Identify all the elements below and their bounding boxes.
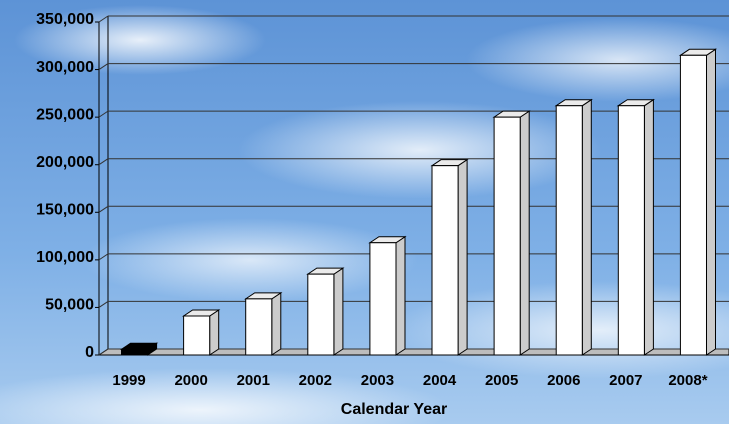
bar-side xyxy=(271,291,282,356)
x-tick-label: 2005 xyxy=(485,372,518,389)
y-tick-label: 250,000 xyxy=(36,106,94,123)
bar xyxy=(369,242,397,356)
x-tick-label: 2000 xyxy=(174,372,207,389)
bar-side xyxy=(209,309,220,356)
grid-line-diagonal xyxy=(98,205,109,213)
bar-side xyxy=(643,98,654,356)
x-tick-label: 2002 xyxy=(299,372,332,389)
grid-line-diagonal xyxy=(98,253,109,261)
bar xyxy=(245,298,273,356)
x-tick-label: 2004 xyxy=(423,372,457,389)
bar xyxy=(617,105,645,356)
x-tick-label: 2008* xyxy=(668,372,707,389)
bar-side xyxy=(333,267,344,356)
bar xyxy=(307,273,335,356)
bar xyxy=(121,348,149,356)
x-axis-title: Calendar Year xyxy=(341,401,447,418)
grid-line-diagonal xyxy=(98,301,109,308)
x-tick-label: 2001 xyxy=(237,372,270,389)
x-tick-label: 2007 xyxy=(609,372,642,389)
y-tick-label: 150,000 xyxy=(36,202,94,219)
x-tick-label: 2003 xyxy=(361,372,394,389)
y-tick-label: 350,000 xyxy=(36,11,94,28)
bar xyxy=(431,165,459,356)
bar-side xyxy=(581,98,592,356)
x-tick-label: 1999 xyxy=(112,372,145,389)
y-tick-label: 300,000 xyxy=(36,59,94,76)
y-tick-label: 0 xyxy=(85,344,94,361)
grid-line-diagonal xyxy=(98,348,109,356)
y-tick-label: 100,000 xyxy=(36,249,94,266)
bar xyxy=(555,105,583,356)
grid-line-diagonal xyxy=(98,63,109,70)
grid-line-diagonal xyxy=(98,158,109,166)
grid-line-diagonal xyxy=(98,15,109,23)
bar-side xyxy=(457,158,468,356)
y-tick-label: 200,000 xyxy=(36,154,94,171)
y-tick-label: 50,000 xyxy=(45,297,94,314)
bar-side xyxy=(519,110,530,356)
bar xyxy=(493,116,521,356)
bar xyxy=(679,54,707,356)
bar-side xyxy=(705,48,716,356)
x-tick-label: 2006 xyxy=(547,372,580,389)
bar xyxy=(183,315,211,356)
bar-side xyxy=(395,235,406,356)
grid-line-diagonal xyxy=(98,110,109,118)
